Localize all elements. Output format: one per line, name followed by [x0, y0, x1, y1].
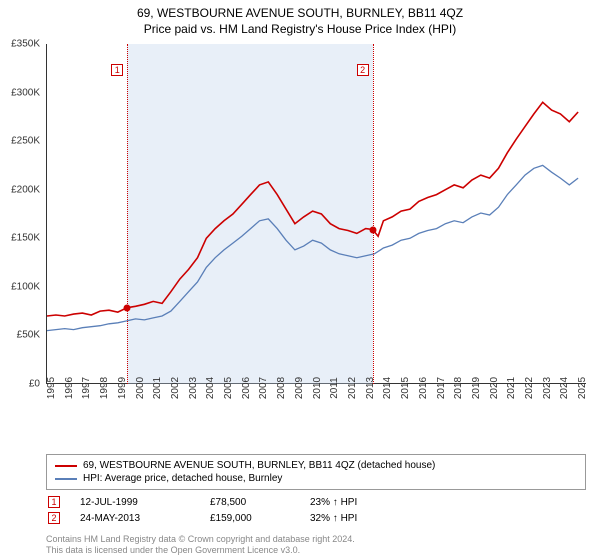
sale-point	[124, 304, 131, 311]
y-tick-label: £50K	[17, 330, 40, 341]
legend: 69, WESTBOURNE AVENUE SOUTH, BURNLEY, BB…	[46, 454, 586, 490]
x-tick-label: 2021	[506, 377, 517, 399]
x-tick-label: 1998	[99, 377, 110, 399]
sale-price: £159,000	[210, 513, 290, 524]
legend-item-property: 69, WESTBOURNE AVENUE SOUTH, BURNLEY, BB…	[55, 459, 577, 472]
x-tick-label: 1999	[117, 377, 128, 399]
x-tick-label: 2008	[276, 377, 287, 399]
x-tick-label: 2001	[152, 377, 163, 399]
footnote: Contains HM Land Registry data © Crown c…	[46, 534, 355, 556]
x-tick-label: 2015	[400, 377, 411, 399]
footnote-line: This data is licensed under the Open Gov…	[46, 545, 355, 556]
sale-row: 2 24-MAY-2013 £159,000 32% ↑ HPI	[46, 510, 586, 526]
y-tick-label: £250K	[11, 136, 40, 147]
x-tick-label: 2024	[559, 377, 570, 399]
plot-area: 12	[46, 44, 586, 384]
legend-swatch	[55, 478, 77, 480]
sale-marker-icon: 1	[48, 496, 60, 508]
title-address: 69, WESTBOURNE AVENUE SOUTH, BURNLEY, BB…	[0, 0, 600, 20]
sale-date: 12-JUL-1999	[80, 497, 190, 508]
y-tick-label: £200K	[11, 184, 40, 195]
x-tick-label: 2002	[170, 377, 181, 399]
sale-hpi: 32% ↑ HPI	[310, 513, 410, 524]
legend-item-hpi: HPI: Average price, detached house, Burn…	[55, 472, 577, 485]
x-tick-label: 2014	[382, 377, 393, 399]
x-tick-label: 2023	[542, 377, 553, 399]
title-subtitle: Price paid vs. HM Land Registry's House …	[0, 20, 600, 36]
y-tick-label: £150K	[11, 233, 40, 244]
sale-row: 1 12-JUL-1999 £78,500 23% ↑ HPI	[46, 494, 586, 510]
y-tick-label: £350K	[11, 39, 40, 50]
sale-date: 24-MAY-2013	[80, 513, 190, 524]
x-tick-label: 2007	[258, 377, 269, 399]
x-tick-label: 2022	[524, 377, 535, 399]
y-tick-label: £0	[29, 379, 40, 390]
x-tick-label: 2005	[223, 377, 234, 399]
x-tick-label: 2006	[241, 377, 252, 399]
x-tick-label: 2010	[312, 377, 323, 399]
x-tick-label: 2011	[329, 377, 340, 399]
sale-vline	[127, 44, 128, 384]
x-tick-label: 2009	[294, 377, 305, 399]
sale-point	[369, 226, 376, 233]
legend-swatch	[55, 465, 77, 467]
x-tick-label: 2013	[365, 377, 376, 399]
sale-marker-box: 1	[111, 64, 123, 76]
x-tick-label: 2000	[135, 377, 146, 399]
x-tick-label: 2017	[436, 377, 447, 399]
y-tick-label: £100K	[11, 281, 40, 292]
x-tick-label: 2025	[577, 377, 588, 399]
x-tick-label: 2020	[489, 377, 500, 399]
x-tick-label: 2016	[418, 377, 429, 399]
x-tick-label: 1995	[46, 377, 57, 399]
x-tick-label: 2004	[205, 377, 216, 399]
sale-price: £78,500	[210, 497, 290, 508]
x-tick-label: 2019	[471, 377, 482, 399]
sale-marker-icon: 2	[48, 512, 60, 524]
legend-label: 69, WESTBOURNE AVENUE SOUTH, BURNLEY, BB…	[83, 460, 435, 471]
x-tick-label: 2003	[188, 377, 199, 399]
x-tick-label: 1997	[81, 377, 92, 399]
sale-hpi: 23% ↑ HPI	[310, 497, 410, 508]
x-tick-label: 2018	[453, 377, 464, 399]
y-tick-label: £300K	[11, 87, 40, 98]
sale-marker-box: 2	[357, 64, 369, 76]
x-tick-label: 2012	[347, 377, 358, 399]
footnote-line: Contains HM Land Registry data © Crown c…	[46, 534, 355, 545]
sale-vline	[373, 44, 374, 384]
legend-label: HPI: Average price, detached house, Burn…	[83, 473, 282, 484]
chart: 12 £0£50K£100K£150K£200K£250K£300K£350K1…	[46, 44, 586, 414]
x-tick-label: 1996	[64, 377, 75, 399]
sales-table: 1 12-JUL-1999 £78,500 23% ↑ HPI 2 24-MAY…	[46, 494, 586, 526]
